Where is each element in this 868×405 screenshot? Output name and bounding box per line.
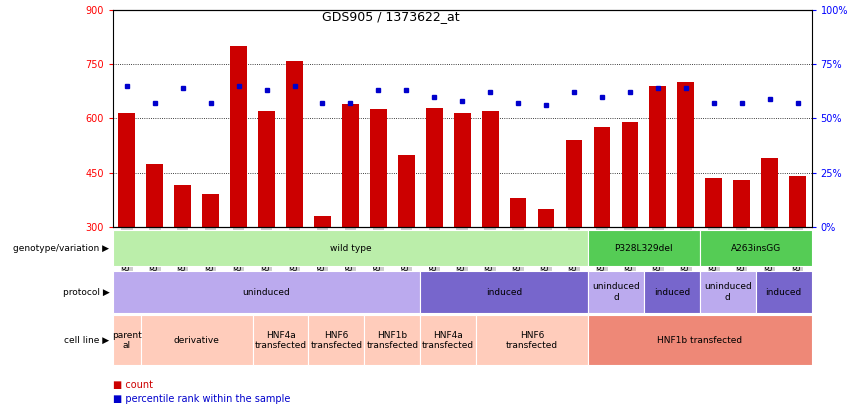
Text: uninduced: uninduced [243,288,291,296]
Bar [700,230,812,266]
Text: HNF1b transfected: HNF1b transfected [657,336,742,345]
Bar [588,230,700,266]
Text: HNF6
transfected: HNF6 transfected [311,330,363,350]
Bar [118,113,135,227]
Bar [398,155,415,227]
Text: HNF4a
transfected: HNF4a transfected [422,330,474,350]
Bar [365,315,420,365]
Bar [621,122,638,227]
Bar [420,315,477,365]
Bar [113,271,420,313]
Bar [113,230,588,266]
Text: induced: induced [654,288,690,296]
Text: induced: induced [486,288,523,296]
Bar [789,176,806,227]
Text: uninduced
d: uninduced d [592,282,640,302]
Text: ■ count: ■ count [113,380,153,390]
Bar [700,271,756,313]
Text: derivative: derivative [174,336,220,345]
Bar [454,113,470,227]
Bar [477,315,588,365]
Text: cell line ▶: cell line ▶ [64,336,109,345]
Bar [761,158,778,227]
Bar [644,271,700,313]
Bar [733,180,750,227]
Bar [202,194,219,227]
Text: genotype/variation ▶: genotype/variation ▶ [13,243,109,253]
Text: protocol ▶: protocol ▶ [62,288,109,296]
Bar [426,108,443,227]
Bar [370,109,387,227]
Bar [566,140,582,227]
Bar [588,315,812,365]
Text: A263insGG: A263insGG [731,243,781,253]
Bar [537,209,555,227]
Bar [286,61,303,227]
Bar [308,315,365,365]
Bar [314,216,331,227]
Text: uninduced
d: uninduced d [704,282,752,302]
Text: P328L329del: P328L329del [615,243,674,253]
Bar [147,164,163,227]
Bar [706,178,722,227]
Text: HNF6
transfected: HNF6 transfected [506,330,558,350]
Bar [258,111,275,227]
Text: HNF1b
transfected: HNF1b transfected [366,330,418,350]
Bar [342,104,358,227]
Bar [230,46,247,227]
Bar [510,198,527,227]
Bar [141,315,253,365]
Bar [113,315,141,365]
Bar [677,82,694,227]
Bar [420,271,588,313]
Text: induced: induced [766,288,802,296]
Bar [594,128,610,227]
Bar [253,315,308,365]
Bar [588,271,644,313]
Bar [756,271,812,313]
Bar [482,111,498,227]
Text: ■ percentile rank within the sample: ■ percentile rank within the sample [113,394,290,404]
Text: parent
al: parent al [112,330,141,350]
Text: wild type: wild type [330,243,372,253]
Text: GDS905 / 1373622_at: GDS905 / 1373622_at [322,10,460,23]
Bar [174,185,191,227]
Bar [649,86,667,227]
Text: HNF4a
transfected: HNF4a transfected [254,330,306,350]
